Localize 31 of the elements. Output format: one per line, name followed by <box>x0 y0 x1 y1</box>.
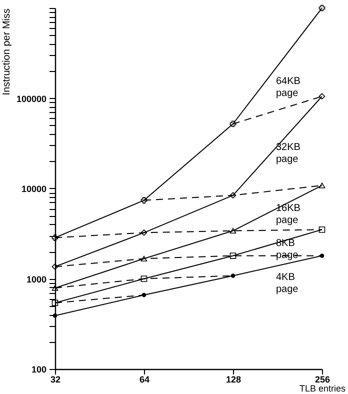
point <box>230 228 236 234</box>
point <box>318 4 326 12</box>
x-tick-label: 64 <box>139 374 150 384</box>
y-tick-label: 10000 <box>21 184 46 194</box>
point <box>52 300 58 306</box>
point <box>52 234 58 241</box>
annotation: 32KB page <box>276 142 301 165</box>
y-axis-title: Instruction per Miss <box>2 8 12 96</box>
point <box>318 93 326 100</box>
point <box>318 182 326 188</box>
x-tick-label: 32 <box>50 374 61 384</box>
point <box>230 192 236 198</box>
point <box>230 274 236 278</box>
annotation: 4KB page <box>276 272 299 295</box>
y-tick-label: 100000 <box>16 94 46 104</box>
x-tick-label: 128 <box>226 374 242 384</box>
point <box>230 120 236 128</box>
annotation: 64KB page <box>276 76 301 99</box>
y-tick-label: 100 <box>31 364 46 374</box>
x-tick-label: 256 <box>314 374 330 384</box>
point <box>140 197 148 204</box>
point <box>230 252 236 259</box>
point <box>140 230 148 236</box>
annotation: 16KB page <box>276 203 301 226</box>
point <box>140 256 148 262</box>
point <box>52 314 58 318</box>
point <box>52 264 58 270</box>
point <box>140 276 148 282</box>
point <box>318 226 326 233</box>
x-axis-title: TLB entries <box>299 384 346 394</box>
y-tick-label: 1000 <box>26 274 46 284</box>
